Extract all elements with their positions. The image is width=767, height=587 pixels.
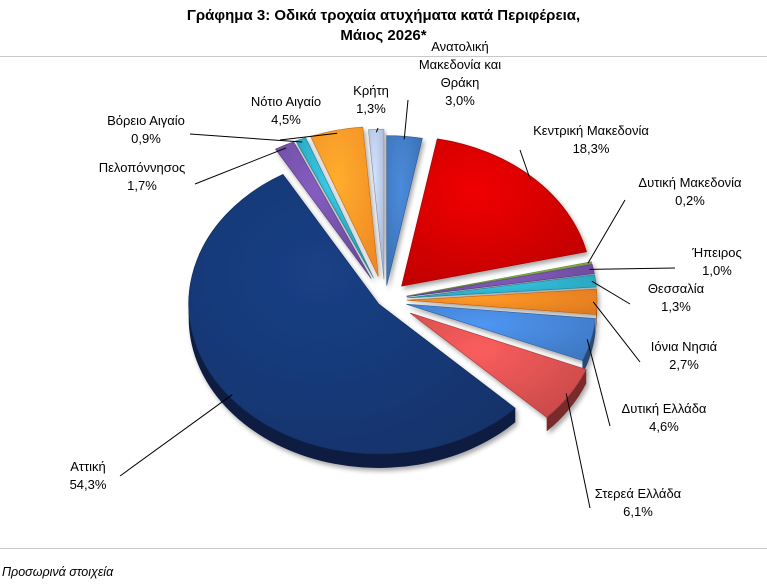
leader-line-7: [565, 393, 591, 509]
slice-value-label-3: 1,0%: [702, 263, 732, 278]
slice-value-label-9: 1,7%: [127, 178, 157, 193]
slice-value-label-10: 0,9%: [131, 131, 161, 146]
slice-name-label-0: Θράκη: [441, 75, 480, 90]
leader-line-9: [194, 147, 287, 185]
leader-line-2: [587, 199, 626, 264]
pie-slice-1: [401, 138, 587, 287]
chart-frame: [0, 56, 767, 549]
leader-line-8: [119, 394, 233, 477]
pie-slice-12: [368, 128, 385, 280]
pie-slice-10: [295, 137, 374, 278]
slice-value-label-7: 6,1%: [623, 504, 653, 519]
footnote: Προσωρινά στοιχεία: [2, 565, 114, 579]
leader-line-1: [519, 149, 531, 181]
slice-name-label-0: Μακεδονία και: [419, 57, 501, 72]
slice-name-label-7: Στερεά Ελλάδα: [595, 486, 682, 501]
slice-name-label-0: Ανατολική: [431, 39, 489, 54]
chart-title: Γράφημα 3: Οδικά τροχαία ατυχήματα κατά …: [0, 6, 767, 46]
leader-line-0: [403, 99, 409, 140]
pie-slice-7: [409, 312, 587, 432]
slice-value-label-0: 3,0%: [445, 93, 475, 108]
slice-value-label-1: 18,3%: [573, 141, 610, 156]
slice-value-label-8: 54,3%: [70, 477, 107, 492]
slice-name-label-11: Νότιο Αιγαίο: [251, 94, 321, 109]
leader-line-11: [279, 132, 338, 141]
leader-line-10: [189, 133, 303, 143]
slice-value-label-11: 4,5%: [271, 112, 301, 127]
slice-name-label-1: Κεντρική Μακεδονία: [533, 123, 649, 138]
slice-value-label-2: 0,2%: [675, 193, 705, 208]
leader-line-5: [592, 301, 641, 363]
leader-line-3: [589, 267, 676, 270]
slice-name-label-8: Αττική: [70, 459, 106, 474]
chart-title-line2: Μάιος 2026*: [340, 27, 427, 44]
pie-slice-4: [406, 274, 597, 299]
slice-name-label-12: Κρήτη: [353, 83, 389, 98]
slice-value-label-6: 4,6%: [649, 419, 679, 434]
slice-name-label-5: Ιόνια Νησιά: [651, 339, 718, 354]
slice-value-label-4: 1,3%: [661, 299, 691, 314]
pie-slice-5: [406, 288, 598, 329]
leader-line-4: [591, 280, 631, 305]
leader-line-6: [586, 339, 611, 427]
chart-title-line1: Γράφημα 3: Οδικά τροχαία ατυχήματα κατά …: [186, 7, 581, 24]
slice-name-label-2: Δυτική Μακεδονία: [638, 175, 742, 190]
slice-name-label-10: Βόρειο Αιγαίο: [107, 113, 185, 128]
slice-value-label-5: 2,7%: [669, 357, 699, 372]
pie-slice-2: [406, 261, 593, 297]
slice-name-label-9: Πελοπόννησος: [99, 160, 185, 175]
leader-line-12: [375, 127, 379, 133]
slice-name-label-4: Θεσσαλία: [648, 281, 705, 296]
slice-name-label-6: Δυτική Ελλάδα: [622, 401, 707, 416]
slice-name-label-3: Ήπειρος: [691, 245, 741, 260]
slice-value-label-12: 1,3%: [356, 101, 386, 116]
